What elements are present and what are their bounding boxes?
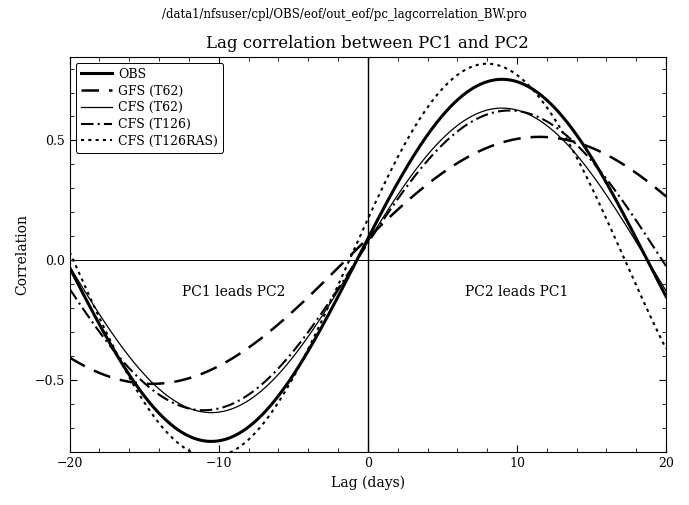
OBS [207, 438, 215, 444]
CFS (T126RAS) [207, 454, 215, 460]
CFS (T62) [65, 264, 74, 270]
CFS (T126RAS) [532, 90, 540, 96]
OBS [307, 342, 316, 348]
GFS (T62) [531, 134, 539, 140]
GFS (T62) [662, 193, 670, 199]
Text: PC2 leads PC1: PC2 leads PC1 [465, 284, 568, 298]
GFS (T62) [307, 291, 316, 297]
Y-axis label: Correlation: Correlation [15, 214, 29, 295]
CFS (T126) [542, 118, 551, 124]
CFS (T62) [307, 329, 316, 335]
CFS (T126) [307, 325, 316, 331]
GFS (T62) [126, 379, 134, 385]
CFS (T62) [662, 288, 670, 294]
OBS [497, 76, 506, 82]
OBS [126, 374, 134, 380]
CFS (T126) [532, 113, 540, 119]
Line: CFS (T62): CFS (T62) [70, 108, 666, 413]
CFS (T62) [329, 296, 337, 302]
Legend: OBS, GFS (T62), CFS (T62), CFS (T126), CFS (T126RAS): OBS, GFS (T62), CFS (T62), CFS (T126), C… [76, 63, 223, 153]
CFS (T62) [207, 410, 215, 416]
GFS (T62) [65, 355, 74, 361]
CFS (T126RAS) [65, 249, 74, 255]
CFS (T62) [542, 122, 551, 128]
X-axis label: Lag (days): Lag (days) [331, 476, 405, 490]
CFS (T62) [475, 110, 484, 116]
GFS (T62) [542, 134, 551, 140]
Line: OBS: OBS [70, 79, 666, 441]
Line: CFS (T126RAS): CFS (T126RAS) [70, 64, 666, 457]
CFS (T126) [200, 407, 208, 413]
Title: Lag correlation between PC1 and PC2: Lag correlation between PC1 and PC2 [207, 35, 529, 52]
CFS (T62) [497, 105, 506, 111]
Line: GFS (T62): GFS (T62) [70, 137, 666, 384]
OBS [662, 293, 670, 299]
OBS [532, 88, 540, 94]
GFS (T62) [535, 134, 544, 140]
OBS [65, 265, 74, 271]
CFS (T126) [662, 263, 670, 269]
CFS (T126) [475, 115, 484, 121]
CFS (T62) [126, 355, 134, 361]
OBS [329, 304, 337, 310]
CFS (T126RAS) [542, 104, 551, 110]
CFS (T126RAS) [126, 377, 134, 383]
OBS [475, 81, 484, 87]
CFS (T126RAS) [662, 346, 670, 352]
CFS (T126) [506, 108, 514, 114]
CFS (T126) [329, 293, 337, 299]
GFS (T62) [147, 381, 156, 387]
GFS (T62) [475, 148, 484, 154]
Line: CFS (T126): CFS (T126) [70, 111, 666, 410]
CFS (T126) [65, 286, 74, 292]
CFS (T126RAS) [329, 293, 337, 299]
CFS (T62) [532, 115, 540, 121]
CFS (T126) [126, 367, 134, 373]
GFS (T62) [329, 270, 337, 276]
CFS (T126RAS) [475, 62, 484, 68]
Text: PC1 leads PC2: PC1 leads PC2 [182, 284, 285, 298]
Text: /data1/nfsuser/cpl/OBS/eof/out_eof/pc_lagcorrelation_BW.pro: /data1/nfsuser/cpl/OBS/eof/out_eof/pc_la… [162, 8, 527, 21]
CFS (T126RAS) [307, 339, 316, 345]
OBS [542, 97, 551, 103]
CFS (T126RAS) [483, 61, 491, 67]
